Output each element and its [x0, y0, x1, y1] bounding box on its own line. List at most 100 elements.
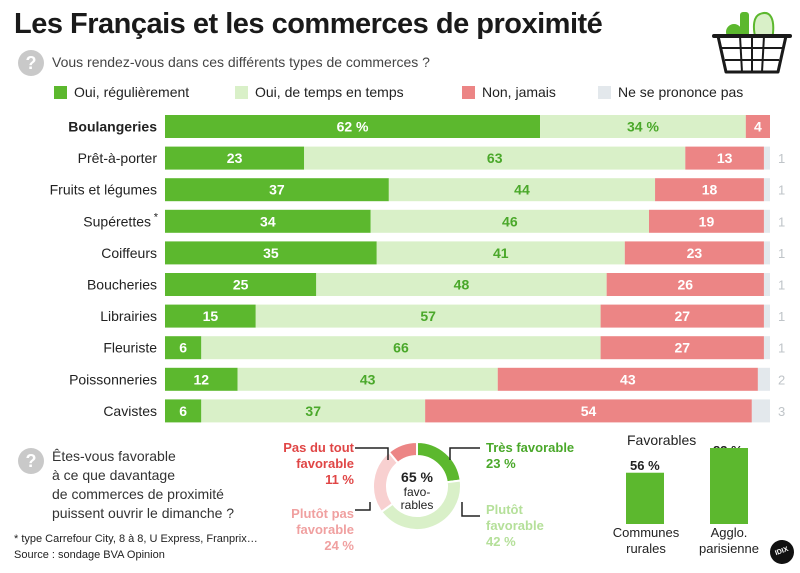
bar-segment [165, 273, 317, 296]
bar-value-label: 23 [687, 245, 703, 261]
bar-value-label: 18 [702, 182, 718, 198]
bar-value-label: 48 [454, 277, 470, 293]
bar-value-label: 35 [263, 245, 279, 261]
col-category-rurales: Communes rurales [604, 525, 688, 557]
bar-value-label: 27 [674, 340, 690, 356]
legend-swatch [598, 85, 611, 99]
category-label: Coiffeurs [101, 245, 157, 261]
bar-segment [763, 304, 770, 328]
label-line: favorable [296, 456, 354, 471]
bar-segment [757, 367, 770, 391]
bar-value-label: 6 [179, 403, 187, 419]
col-category-line: rurales [626, 541, 666, 556]
donut-center-value: 65 % [401, 469, 433, 485]
label-line: Plutôt pas [291, 506, 354, 521]
donut-slice [387, 440, 418, 465]
bar-value-label: 1 [778, 214, 785, 229]
label-value: 24 % [324, 538, 354, 553]
bar-segment [763, 146, 770, 170]
donut-chart: 65 %favo-rables [355, 440, 480, 531]
bar-value-label: 1 [778, 309, 785, 324]
bar-segment [600, 336, 764, 360]
category-label: Fruits et légumes [50, 182, 157, 198]
bar-value-label: 1 [778, 183, 785, 198]
label-value: 42 % [486, 534, 516, 549]
bar-segment [763, 336, 770, 360]
bar-value-label: 37 [305, 403, 321, 419]
source: Source : sondage BVA Opinion [14, 549, 165, 561]
bar-value-label: 25 [233, 277, 249, 293]
category-label: Boucheries [87, 277, 157, 293]
bar-segment [165, 336, 202, 360]
bar-value-label: 15 [203, 308, 219, 324]
label-pas-du-tout: Pas du tout favorable 11 % [272, 440, 354, 488]
category-mark: * [154, 211, 159, 223]
bar-segment [425, 399, 752, 423]
bar-segment [763, 209, 770, 233]
question-2-line: à ce que davantage [52, 467, 175, 483]
category-label: Cavistes [103, 403, 157, 419]
bar-value-label: 4 [754, 119, 762, 135]
bar-segment [316, 273, 607, 296]
bar-value-label: 34 % [627, 119, 659, 135]
label-line: favorable [296, 522, 354, 537]
col-category-line: Communes [612, 525, 680, 540]
legend-item-jamais: Non, jamais [462, 84, 556, 100]
legend-item-temps: Oui, de temps en temps [235, 84, 404, 100]
favorables-title: Favorables [627, 432, 697, 448]
column-bar [626, 472, 664, 524]
bar-value-label: 41 [493, 245, 509, 261]
legend-label: Oui, de temps en temps [255, 84, 404, 100]
bar-value-label: 3 [778, 404, 785, 419]
bar-value-label: 27 [674, 308, 690, 324]
bar-value-label: 62 % [337, 119, 369, 135]
bar-value-label: 43 [620, 371, 636, 387]
category-label: Supérettes [83, 213, 151, 229]
category-label: Prêt-à-porter [78, 150, 158, 166]
col-category-line: Agglo. [710, 525, 748, 540]
label-plutot-pas: Plutôt pas favorable 24 % [272, 506, 354, 554]
col-category-paris: Agglo. parisienne [688, 525, 770, 557]
label-value: 11 % [325, 472, 354, 487]
leader-line [355, 502, 371, 511]
bar-value-label: 23 [227, 150, 243, 166]
bar-segment [255, 304, 601, 328]
bar-segment [745, 115, 770, 138]
legend: Oui, régulièrement Oui, de temps en temp… [0, 84, 800, 104]
category-label: Poissonneries [69, 371, 157, 387]
legend-label: Oui, régulièrement [74, 84, 190, 100]
bar-value-label: 66 [393, 340, 409, 356]
legend-item-regulierement: Oui, régulièrement [54, 84, 189, 100]
bar-value-label: 46 [502, 213, 518, 229]
bar-segment [540, 115, 746, 138]
leader-line [449, 447, 480, 460]
bar-segment [237, 367, 498, 391]
bar-segment [655, 178, 764, 202]
label-line: favorable [486, 518, 544, 533]
bar-value-label: 54 [581, 403, 597, 419]
bar-value-label: 13 [717, 150, 733, 166]
bar-segment [201, 336, 601, 360]
category-label: Librairies [100, 308, 157, 324]
label-tres-favorable: Très favorable 23 % [486, 440, 574, 472]
leader-line [355, 447, 389, 460]
idix-logo: IDIX [766, 536, 798, 568]
bar-value-label: 1 [778, 151, 785, 166]
label-line: Plutôt [486, 502, 523, 517]
bar-segment [649, 209, 764, 233]
question-2: Êtes-vous favorable à ce que davantage d… [52, 447, 234, 523]
bar-value-label: 12 [194, 371, 210, 387]
bar-segment [165, 367, 238, 391]
legend-label: Non, jamais [482, 84, 556, 100]
bar-value-label: 1 [778, 341, 785, 356]
bar-value-label: 1 [778, 246, 785, 261]
donut-center-label: favo- [404, 485, 431, 499]
question-icon-2: ? [18, 448, 44, 474]
legend-swatch [462, 85, 475, 99]
legend-item-nsp: Ne se prononce pas [598, 84, 743, 100]
question-2-line: de commerces de proximité [52, 486, 224, 502]
bar-segment [165, 146, 305, 170]
bar-segment [165, 241, 377, 265]
bar-value-label: 2 [778, 372, 785, 387]
